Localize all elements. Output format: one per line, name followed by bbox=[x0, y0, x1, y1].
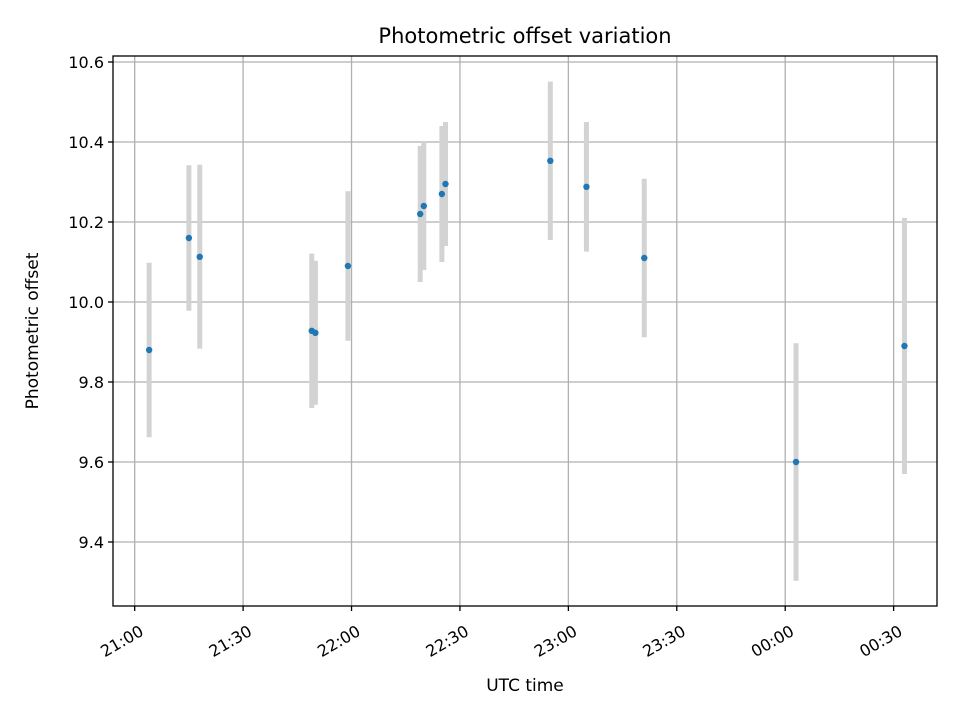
data-point bbox=[185, 234, 193, 242]
y-axis-label: Photometric offset bbox=[23, 252, 43, 409]
data-point bbox=[583, 183, 590, 190]
data-point bbox=[442, 180, 449, 188]
y-tick-label: 10.2 bbox=[68, 213, 104, 232]
data-point bbox=[312, 329, 319, 336]
data-point bbox=[901, 342, 908, 350]
y-tick-label: 9.6 bbox=[79, 453, 104, 472]
data-points bbox=[145, 157, 908, 466]
data-point bbox=[641, 254, 648, 262]
y-tick-label: 10.4 bbox=[68, 133, 104, 152]
data-point bbox=[438, 190, 446, 198]
grid bbox=[113, 56, 937, 606]
data-point bbox=[420, 202, 428, 210]
data-point bbox=[145, 346, 153, 354]
data-point bbox=[547, 157, 554, 164]
x-axis-label: UTC time bbox=[486, 676, 564, 696]
data-point bbox=[344, 262, 352, 270]
y-tick-label: 10.6 bbox=[68, 53, 104, 72]
plot-frame bbox=[112, 55, 938, 607]
y-tick-label: 10.0 bbox=[68, 293, 104, 312]
data-point bbox=[792, 458, 800, 466]
y-axis-ticks: 9.4 9.6 9.8 10.0 10.2 10.4 10.6 bbox=[68, 53, 113, 552]
data-point bbox=[416, 210, 424, 218]
y-tick-label: 9.8 bbox=[79, 373, 104, 392]
y-tick-label: 9.4 bbox=[79, 533, 104, 552]
data-point bbox=[196, 253, 203, 260]
chart-title: Photometric offset variation bbox=[378, 24, 671, 48]
